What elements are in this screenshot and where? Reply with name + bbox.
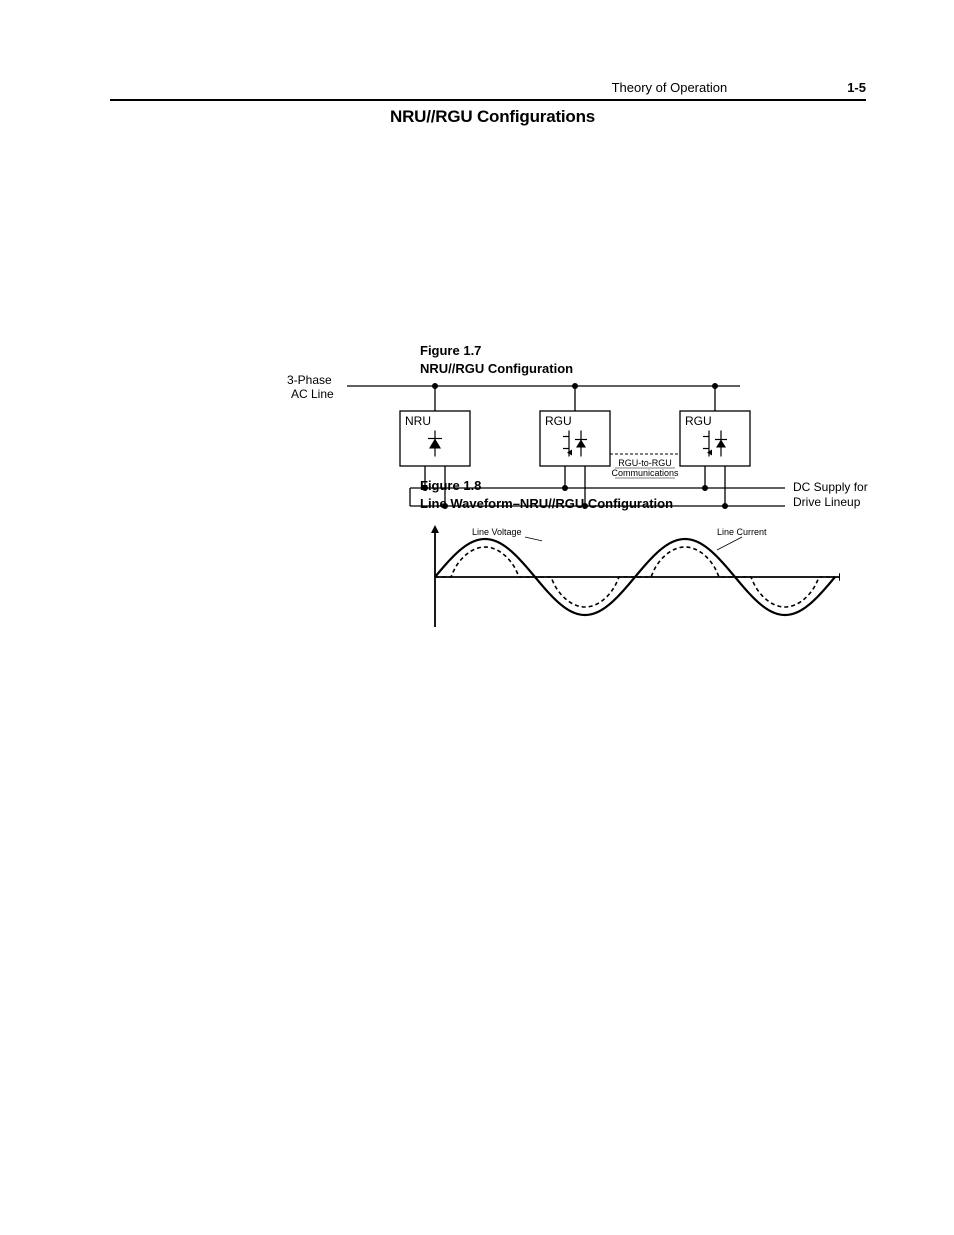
page: Theory of Operation 1-5 NRU//RGU Configu…	[0, 0, 954, 1235]
svg-text:AC Line: AC Line	[291, 387, 334, 401]
figure-1-7-diagram: 3-PhaseAC Line NRU RGU RGU RGU-to-RGUCommuni…	[285, 366, 885, 541]
svg-text:DC Supply for: DC Supply for	[793, 480, 868, 494]
header-page-number: 1-5	[847, 80, 866, 95]
header-title: Theory of Operation	[612, 80, 728, 95]
header-rule	[110, 99, 866, 101]
svg-text:Drive Lineup: Drive Lineup	[793, 495, 861, 509]
svg-text:RGU: RGU	[685, 414, 712, 428]
section-title: NRU//RGU Configurations	[390, 107, 866, 127]
svg-text:NRU: NRU	[405, 414, 431, 428]
svg-text:RGU-to-RGU: RGU-to-RGU	[618, 458, 672, 468]
svg-text:RGU: RGU	[545, 414, 572, 428]
figure-1-7-number: Figure 1.7	[420, 342, 866, 360]
svg-text:Communications: Communications	[611, 468, 679, 478]
svg-text:3-Phase: 3-Phase	[287, 373, 332, 387]
page-header: Theory of Operation 1-5	[110, 80, 866, 95]
